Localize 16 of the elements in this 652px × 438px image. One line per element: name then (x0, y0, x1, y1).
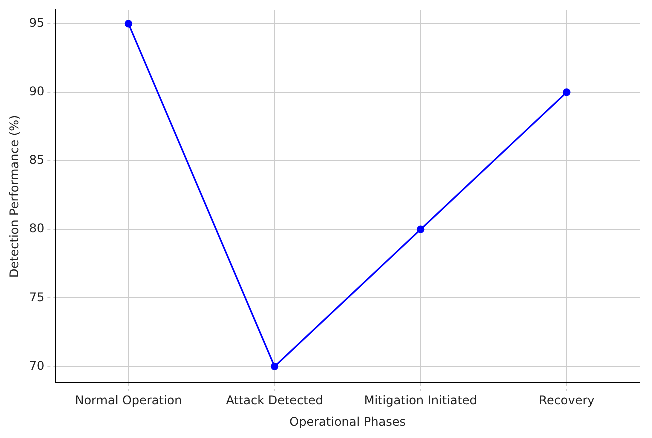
point (417, 226, 425, 234)
x-tick-label: Mitigation Initiated (364, 394, 478, 408)
y-tick-label: 70 (29, 358, 45, 373)
point (270, 362, 279, 371)
point (124, 20, 133, 28)
y-tick-label: 95 (29, 16, 45, 30)
x-tick-label: Normal Operation (75, 394, 182, 408)
y-tick-label: 90 (29, 84, 45, 99)
y-tick-label: 80 (29, 222, 45, 236)
point (563, 88, 571, 96)
y-axis-title: Detection Performance (%) (7, 115, 22, 278)
x-tick-label: Attack Detected (226, 394, 324, 408)
x-tick-label: Recovery (539, 394, 595, 408)
y-tick-label: 75 (29, 290, 45, 304)
y-tick-label: 85 (29, 153, 45, 168)
x-axis-title: Operational Phases (290, 414, 406, 429)
